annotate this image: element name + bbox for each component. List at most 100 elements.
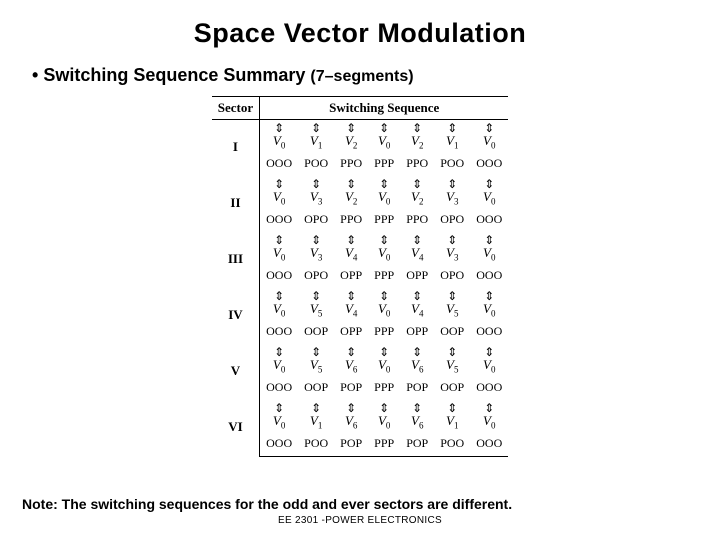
- vr-cell: ⇕V5: [434, 288, 470, 322]
- ooo-cell: OPP: [334, 322, 368, 344]
- vr-cell: ⇕V0: [368, 288, 400, 322]
- sector-label: III: [212, 232, 260, 288]
- vr-cell: ⇕V0: [260, 120, 299, 154]
- ooo-cell: PPP: [368, 378, 400, 400]
- ooo-cell: OPO: [434, 266, 470, 288]
- vr-cell: ⇕V5: [434, 344, 470, 378]
- bullet: •: [32, 65, 38, 85]
- vr-cell: ⇕V0: [368, 120, 400, 154]
- vr-cell: ⇕V1: [298, 120, 334, 154]
- vr-cell: ⇕V1: [298, 400, 334, 434]
- page-title: Space Vector Modulation: [28, 18, 692, 49]
- ooo-cell: POP: [400, 434, 434, 457]
- sector-label: VI: [212, 400, 260, 456]
- vr-cell: ⇕V2: [400, 176, 434, 210]
- vr-cell: ⇕V6: [400, 400, 434, 434]
- ooo-cell: PPO: [334, 154, 368, 176]
- vr-cell: ⇕V0: [260, 288, 299, 322]
- table-wrap: Sector Switching Sequence I⇕V0⇕V1⇕V2⇕V0⇕…: [28, 96, 692, 457]
- vr-cell: ⇕V3: [298, 232, 334, 266]
- sector-label: II: [212, 176, 260, 232]
- ooo-cell: OOP: [298, 322, 334, 344]
- ooo-cell: OOO: [260, 154, 299, 176]
- ooo-cell: OOO: [470, 210, 508, 232]
- vr-cell: ⇕V6: [334, 400, 368, 434]
- subtitle-suffix: (7–segments): [310, 68, 413, 85]
- vr-cell: ⇕V0: [470, 344, 508, 378]
- vr-cell: ⇕V0: [470, 400, 508, 434]
- vr-cell: ⇕V0: [368, 232, 400, 266]
- vr-cell: ⇕V5: [298, 344, 334, 378]
- ooo-cell: OOO: [470, 322, 508, 344]
- ooo-cell: OOP: [298, 378, 334, 400]
- vr-cell: ⇕V1: [434, 400, 470, 434]
- ooo-cell: PPP: [368, 322, 400, 344]
- ooo-cell: POO: [298, 154, 334, 176]
- ooo-cell: OOO: [470, 154, 508, 176]
- header-sequence: Switching Sequence: [260, 97, 509, 120]
- vr-cell: ⇕V0: [260, 232, 299, 266]
- vr-cell: ⇕V0: [470, 176, 508, 210]
- ooo-cell: POO: [434, 434, 470, 457]
- vr-cell: ⇕V0: [260, 400, 299, 434]
- vr-cell: ⇕V0: [368, 344, 400, 378]
- ooo-cell: PPP: [368, 154, 400, 176]
- ooo-cell: OPP: [400, 322, 434, 344]
- vr-cell: ⇕V0: [368, 400, 400, 434]
- ooo-cell: PPO: [400, 210, 434, 232]
- ooo-cell: OOO: [260, 322, 299, 344]
- vr-cell: ⇕V0: [260, 176, 299, 210]
- ooo-cell: OOP: [434, 322, 470, 344]
- footer-text: EE 2301 -POWER ELECTRONICS: [0, 515, 720, 526]
- ooo-cell: OPO: [434, 210, 470, 232]
- vr-cell: ⇕V4: [334, 232, 368, 266]
- vr-cell: ⇕V3: [434, 176, 470, 210]
- vr-cell: ⇕V0: [470, 232, 508, 266]
- ooo-cell: OOP: [434, 378, 470, 400]
- ooo-cell: POP: [334, 378, 368, 400]
- vr-cell: ⇕V0: [368, 176, 400, 210]
- ooo-cell: PPP: [368, 434, 400, 457]
- ooo-cell: PPO: [400, 154, 434, 176]
- ooo-cell: OOO: [260, 266, 299, 288]
- ooo-cell: OPO: [298, 266, 334, 288]
- vr-cell: ⇕V0: [470, 288, 508, 322]
- sector-label: V: [212, 344, 260, 400]
- ooo-cell: POO: [298, 434, 334, 457]
- header-sector: Sector: [212, 97, 260, 120]
- vr-cell: ⇕V2: [334, 120, 368, 154]
- vr-cell: ⇕V6: [400, 344, 434, 378]
- ooo-cell: OOO: [260, 210, 299, 232]
- vr-cell: ⇕V4: [334, 288, 368, 322]
- ooo-cell: POO: [434, 154, 470, 176]
- vr-cell: ⇕V6: [334, 344, 368, 378]
- ooo-cell: POP: [334, 434, 368, 457]
- ooo-cell: PPP: [368, 266, 400, 288]
- vr-cell: ⇕V5: [298, 288, 334, 322]
- ooo-cell: OOO: [260, 378, 299, 400]
- ooo-cell: OPP: [334, 266, 368, 288]
- vr-cell: ⇕V3: [434, 232, 470, 266]
- ooo-cell: OOO: [260, 434, 299, 457]
- sector-label: IV: [212, 288, 260, 344]
- switching-table: Sector Switching Sequence I⇕V0⇕V1⇕V2⇕V0⇕…: [212, 96, 508, 457]
- subtitle-text: Switching Sequence Summary: [43, 65, 305, 85]
- ooo-cell: OPO: [298, 210, 334, 232]
- subtitle: • Switching Sequence Summary (7–segments…: [32, 65, 692, 86]
- ooo-cell: OPP: [400, 266, 434, 288]
- vr-cell: ⇕V4: [400, 232, 434, 266]
- ooo-cell: OOO: [470, 266, 508, 288]
- vr-cell: ⇕V0: [260, 344, 299, 378]
- ooo-cell: PPP: [368, 210, 400, 232]
- vr-cell: ⇕V2: [400, 120, 434, 154]
- sector-label: I: [212, 120, 260, 176]
- vr-cell: ⇕V4: [400, 288, 434, 322]
- ooo-cell: OOO: [470, 434, 508, 457]
- ooo-cell: POP: [400, 378, 434, 400]
- vr-cell: ⇕V3: [298, 176, 334, 210]
- vr-cell: ⇕V2: [334, 176, 368, 210]
- ooo-cell: PPO: [334, 210, 368, 232]
- vr-cell: ⇕V0: [470, 120, 508, 154]
- vr-cell: ⇕V1: [434, 120, 470, 154]
- ooo-cell: OOO: [470, 378, 508, 400]
